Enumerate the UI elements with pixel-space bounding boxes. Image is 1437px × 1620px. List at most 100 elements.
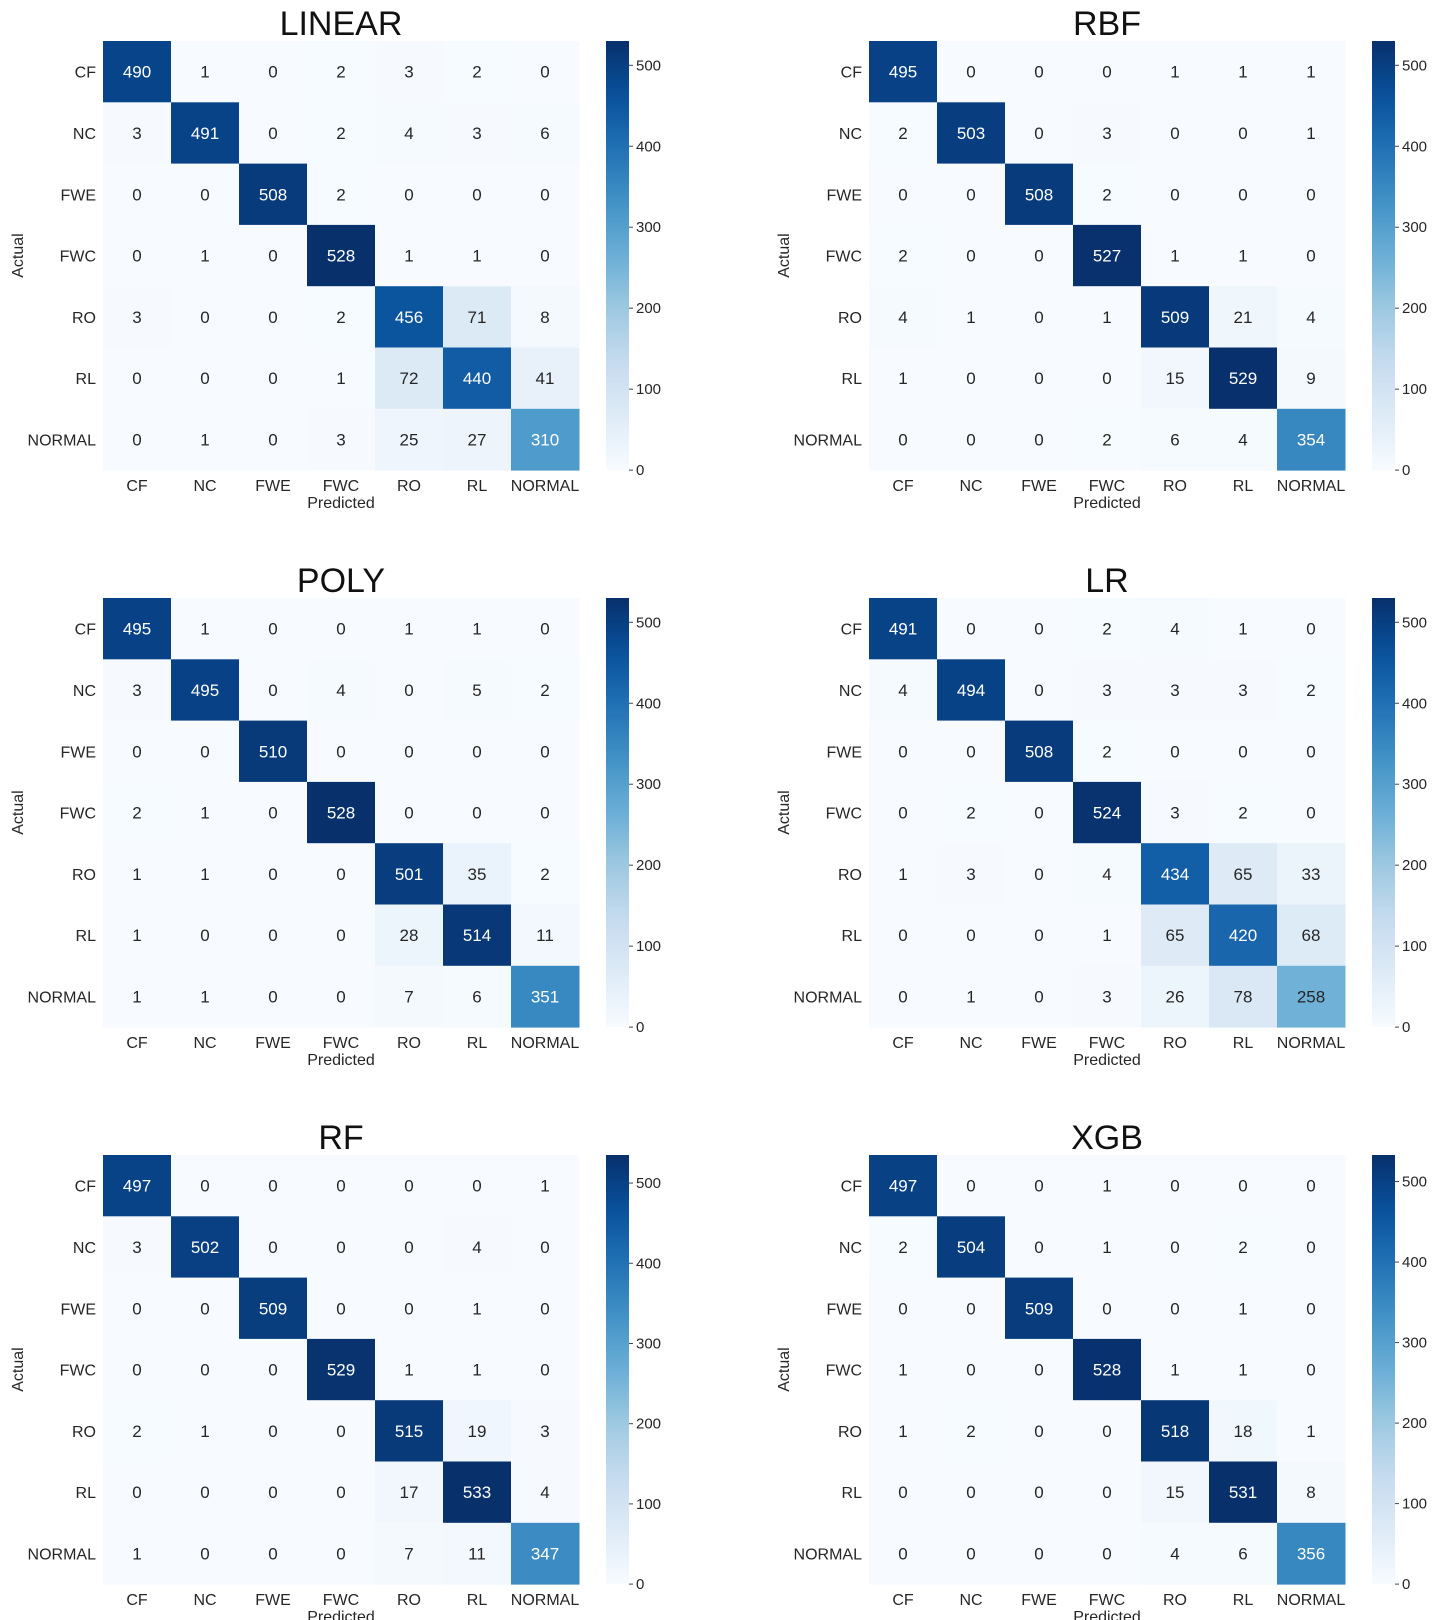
colorbar-tick-label: 100 <box>1402 1496 1427 1513</box>
heatmap-cell <box>937 347 1006 410</box>
y-tick-label: NORMAL <box>794 1546 863 1563</box>
heatmap-cell <box>1005 286 1074 348</box>
heatmap-cell <box>103 843 172 905</box>
cell-value-label: 2 <box>336 124 345 143</box>
heatmap-cell <box>1073 720 1142 783</box>
cell-value-label: 1 <box>1170 1361 1179 1380</box>
y-tick-label: NC <box>839 1240 862 1257</box>
cell-value-label: 71 <box>468 308 487 327</box>
colorbar-tick-label: 400 <box>1402 138 1427 155</box>
heatmap-cell <box>375 163 444 226</box>
heatmap-cell <box>869 598 938 660</box>
heatmap-cell <box>937 41 1006 103</box>
y-tick-label: NC <box>73 1240 96 1257</box>
x-tick-label: NC <box>959 478 982 495</box>
cell-value-label: 3 <box>966 865 975 884</box>
cell-value-label: 3 <box>132 308 141 327</box>
heatmap-cell <box>171 781 240 844</box>
colorbar-tick-label: 200 <box>1402 857 1427 874</box>
heatmap-cell <box>443 720 512 783</box>
colorbar-tick-label: 400 <box>1402 695 1427 712</box>
cell-value-label: 1 <box>1102 308 1111 327</box>
heatmap-cell <box>443 965 512 1028</box>
colorbar-tick-label: 300 <box>1402 776 1427 793</box>
cell-value-label: 495 <box>123 620 151 639</box>
cell-value-label: 503 <box>957 124 985 143</box>
heatmap-cell <box>443 1522 512 1585</box>
cell-value-label: 0 <box>1034 430 1043 449</box>
heatmap-cell <box>1141 1338 1210 1401</box>
heatmap-cell <box>1209 965 1278 1028</box>
cell-value-label: 0 <box>1238 124 1247 143</box>
heatmap-cell <box>869 102 938 165</box>
cell-value-label: 1 <box>898 1422 907 1441</box>
cell-value-label: 2 <box>1102 430 1111 449</box>
cell-value-label: 1 <box>1170 247 1179 266</box>
cell-value-label: 514 <box>463 926 491 945</box>
heatmap-cell <box>1209 1461 1278 1524</box>
cell-value-label: 15 <box>1166 1483 1185 1502</box>
cell-value-label: 1 <box>1306 63 1315 82</box>
cell-value-label: 0 <box>1034 1544 1043 1563</box>
heatmap-cell <box>103 965 172 1028</box>
cell-value-label: 528 <box>327 804 355 823</box>
x-axis-label: Predicted <box>307 495 375 512</box>
cell-value-label: 0 <box>268 430 277 449</box>
colorbar-tick-label: 500 <box>636 614 661 631</box>
cell-value-label: 0 <box>1034 1361 1043 1380</box>
heatmap-cell <box>1141 965 1210 1028</box>
heatmap-cell <box>307 1461 376 1524</box>
heatmap-cell <box>937 1461 1006 1524</box>
heatmap-cell <box>239 1216 308 1279</box>
cell-value-label: 3 <box>1170 804 1179 823</box>
heatmap-cell <box>239 598 308 660</box>
heatmap-cell <box>239 720 308 783</box>
heatmap-cell <box>239 347 308 410</box>
colorbar-tick-label: 100 <box>636 1496 661 1513</box>
heatmap-cell <box>1209 102 1278 165</box>
heatmap-cell <box>307 781 376 844</box>
heatmap-cell <box>375 843 444 905</box>
heatmap-cell <box>375 1277 444 1340</box>
cell-value-label: 533 <box>463 1483 491 1502</box>
cell-value-label: 0 <box>1306 1238 1315 1257</box>
x-tick-label: NC <box>959 1592 982 1609</box>
cell-value-label: 0 <box>132 1299 141 1318</box>
x-tick-label: FWE <box>255 1035 291 1052</box>
cell-value-label: 1 <box>200 987 209 1006</box>
x-tick-label: RO <box>1163 1592 1187 1609</box>
cell-value-label: 8 <box>1306 1483 1315 1502</box>
cell-value-label: 1 <box>200 247 209 266</box>
cell-value-label: 8 <box>540 308 549 327</box>
cell-value-label: 1 <box>1170 63 1179 82</box>
cell-value-label: 0 <box>268 1544 277 1563</box>
heatmap-cell <box>1277 659 1346 722</box>
heatmap-cell <box>869 224 938 287</box>
heatmap-cell <box>443 598 512 660</box>
cell-value-label: 509 <box>259 1299 287 1318</box>
cell-value-label: 0 <box>1034 804 1043 823</box>
cell-value-label: 1 <box>472 620 481 639</box>
heatmap-cell <box>103 1400 172 1462</box>
y-tick-label: NORMAL <box>794 432 863 449</box>
cell-value-label: 2 <box>898 247 907 266</box>
cell-value-label: 0 <box>472 804 481 823</box>
cell-value-label: 515 <box>395 1422 423 1441</box>
heatmap-cell <box>1141 843 1210 905</box>
heatmap-cell <box>103 659 172 722</box>
heatmap-cell <box>869 1216 938 1279</box>
heatmap-cell <box>103 41 172 103</box>
heatmap-cell <box>1277 965 1346 1028</box>
colorbar-tick-label: 200 <box>636 857 661 874</box>
cell-value-label: 1 <box>1238 63 1247 82</box>
y-tick-label: FWC <box>60 249 96 266</box>
cell-value-label: 0 <box>336 926 345 945</box>
heatmap-cell <box>1277 781 1346 844</box>
cell-value-label: 0 <box>404 1238 413 1257</box>
heatmap-cell <box>869 843 938 905</box>
heatmap-cell <box>869 720 938 783</box>
cell-value-label: 0 <box>336 742 345 761</box>
heatmap-cell <box>307 347 376 410</box>
heatmap-cell <box>869 163 938 226</box>
